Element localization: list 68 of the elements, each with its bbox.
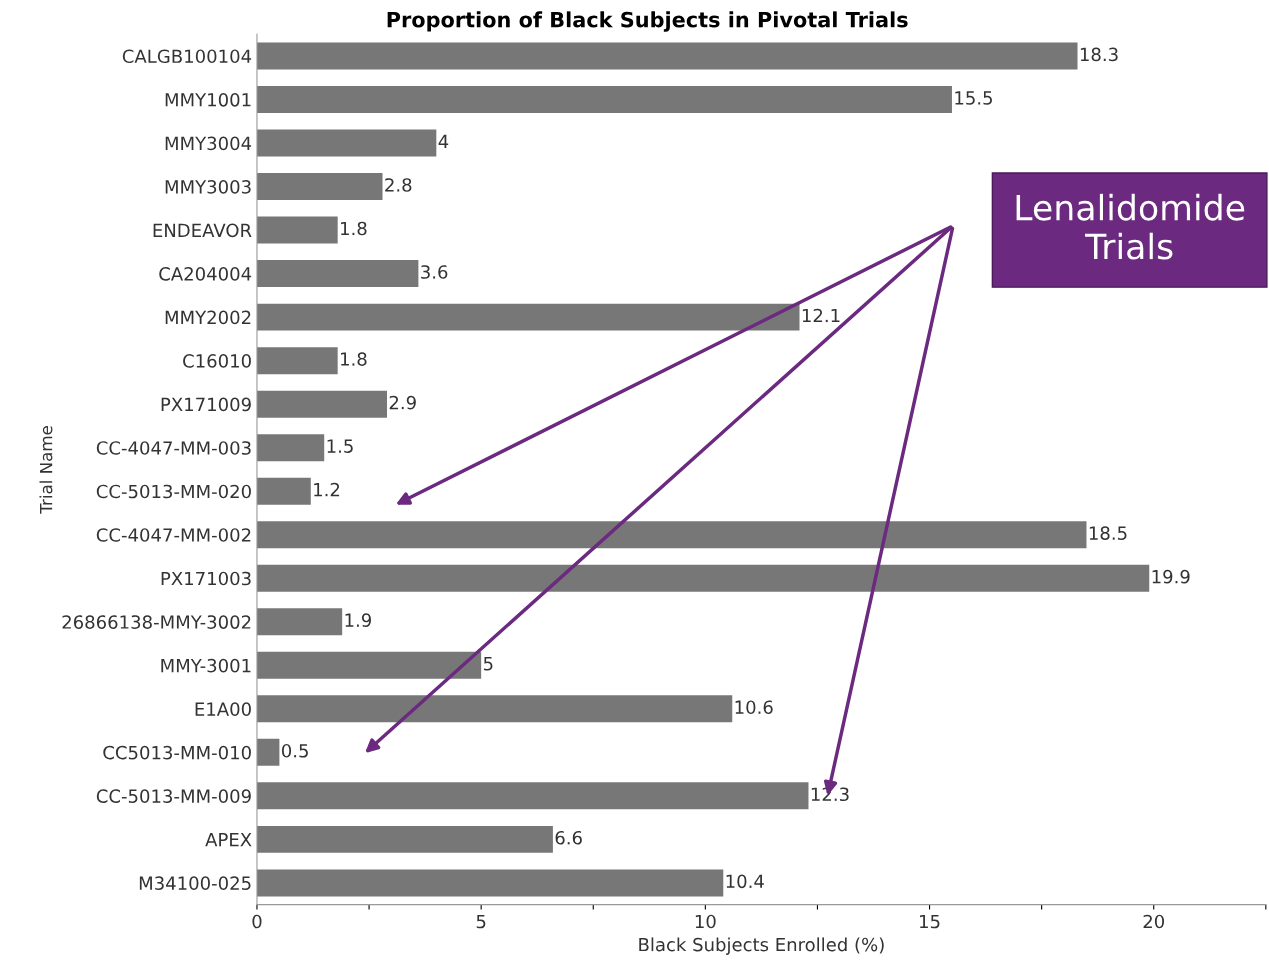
y-tick-label: CC-5013-MM-020 bbox=[96, 484, 251, 499]
data-label: 5 bbox=[483, 657, 493, 671]
bar bbox=[256, 738, 280, 766]
data-label: 2.8 bbox=[385, 178, 412, 192]
data-label: 10.4 bbox=[726, 874, 764, 889]
bar bbox=[256, 260, 419, 288]
y-tick-label: CA204004 bbox=[159, 267, 252, 281]
y-tick-label: PX171009 bbox=[161, 397, 251, 412]
y-tick-label: 26866138-MMY-3002 bbox=[62, 615, 251, 629]
y-tick-label: ENDEAVOR bbox=[153, 223, 252, 238]
bar bbox=[256, 86, 952, 113]
data-label: 1.5 bbox=[327, 439, 353, 453]
data-label: 10.6 bbox=[735, 700, 773, 715]
bar bbox=[256, 173, 383, 201]
y-axis-title: Trial Name bbox=[39, 426, 53, 514]
data-label: 0.5 bbox=[281, 743, 308, 758]
bar bbox=[256, 521, 1087, 549]
y-tick-label: E1A00 bbox=[195, 702, 251, 716]
data-label: 3.6 bbox=[421, 265, 448, 279]
bar bbox=[256, 651, 482, 679]
bar bbox=[256, 129, 437, 157]
data-label: 1.8 bbox=[341, 221, 367, 236]
data-label: 15.5 bbox=[955, 91, 992, 105]
y-tick-label: M34100-025 bbox=[139, 876, 251, 891]
data-label: 18.5 bbox=[1089, 526, 1127, 540]
y-tick-label: PX171003 bbox=[161, 571, 251, 586]
bar bbox=[256, 303, 800, 331]
bar bbox=[256, 695, 733, 723]
y-tick-label: MMY3004 bbox=[165, 136, 252, 151]
bar bbox=[256, 216, 338, 244]
y-tick-label: CC-4047-MM-002 bbox=[96, 528, 251, 542]
x-tick-label: 10 bbox=[695, 914, 716, 929]
y-tick-label: CC-4047-MM-003 bbox=[96, 441, 251, 455]
y-tick-label: CC-5013-MM-009 bbox=[96, 789, 251, 803]
data-label: 1.9 bbox=[345, 613, 371, 627]
x-tick-label: 5 bbox=[476, 914, 486, 929]
chart-title: Proportion of Black Subjects in Pivotal Trials bbox=[387, 11, 908, 32]
data-label: 2.9 bbox=[389, 395, 416, 410]
x-tick-label: 15 bbox=[920, 914, 940, 929]
x-tick-label: 20 bbox=[1143, 914, 1165, 929]
data-label: 1.8 bbox=[341, 352, 367, 366]
y-tick-label: APEX bbox=[205, 833, 252, 847]
data-label: 19.9 bbox=[1152, 569, 1190, 584]
y-tick-label: CC5013-MM-010 bbox=[103, 745, 251, 760]
y-tick-label: C16010 bbox=[183, 354, 251, 368]
bar bbox=[256, 608, 343, 636]
y-tick-label: MMY-3001 bbox=[161, 658, 251, 673]
bar bbox=[256, 347, 338, 375]
bar bbox=[256, 564, 1150, 592]
y-tick-label: MMY3003 bbox=[165, 180, 251, 194]
bar bbox=[256, 434, 325, 462]
x-tick-label: 0 bbox=[252, 914, 262, 929]
bar bbox=[256, 825, 553, 853]
bar bbox=[256, 782, 809, 810]
data-label: 6.6 bbox=[555, 830, 582, 845]
bar bbox=[256, 477, 311, 505]
bar bbox=[256, 42, 1078, 70]
data-label: 1.2 bbox=[314, 482, 340, 497]
y-tick-label: MMY1001 bbox=[165, 92, 251, 107]
y-tick-label: CALGB100104 bbox=[122, 49, 252, 64]
y-tick-label: MMY2002 bbox=[165, 310, 251, 325]
annotation: Lenalidomide Trials bbox=[1016, 193, 1245, 260]
data-label: 4 bbox=[438, 134, 449, 149]
bar bbox=[256, 869, 724, 897]
x-axis-title: Black Subjects Enrolled (%) bbox=[639, 937, 884, 955]
bar bbox=[256, 390, 387, 418]
data-label: 18.3 bbox=[1080, 47, 1118, 62]
data-label: 12.1 bbox=[802, 308, 840, 323]
